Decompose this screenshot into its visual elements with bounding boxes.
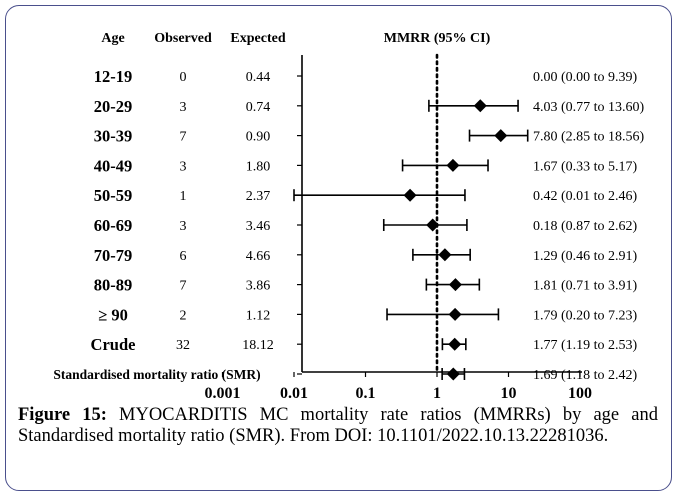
point-estimate-marker xyxy=(473,99,487,113)
row-label: 30-39 xyxy=(94,127,133,146)
header-mmrr: MMRR (95% CI) xyxy=(384,31,491,46)
point-estimate-marker xyxy=(438,248,452,262)
point-estimate-marker xyxy=(448,337,462,351)
row-estimate: 1.29 (0.46 to 2.91) xyxy=(533,249,638,264)
row-expected: 2.37 xyxy=(246,189,271,204)
point-estimate-marker xyxy=(494,129,508,143)
row-expected: 1.12 xyxy=(246,308,271,323)
figure-caption: Figure 15: MYOCARDITIS MC mortality rate… xyxy=(18,405,658,447)
row-observed: 32 xyxy=(176,338,190,353)
row-expected: 4.66 xyxy=(246,249,271,264)
row-estimate: 4.03 (0.77 to 13.60) xyxy=(533,100,645,115)
row-estimate: 0.00 (0.00 to 9.39) xyxy=(533,70,638,85)
row-estimate: 1.79 (0.20 to 7.23) xyxy=(533,308,638,323)
figure-frame xyxy=(5,5,672,491)
x-tick-label: 0.001 xyxy=(205,385,241,400)
point-estimate-marker xyxy=(446,367,460,381)
row-observed: 0 xyxy=(180,70,187,85)
row-observed: 7 xyxy=(180,279,187,294)
row-observed: 2 xyxy=(180,308,187,323)
row-estimate: 0.18 (0.87 to 2.62) xyxy=(533,219,638,234)
row-expected: 18.12 xyxy=(242,338,274,353)
forest-plot: Age Observed Expected MMRR (95% CI) 0.001 0.0… xyxy=(53,31,645,400)
row-expected: 0.74 xyxy=(246,100,271,115)
row-estimate: 7.80 (2.85 to 18.56) xyxy=(533,130,645,145)
point-estimate-marker xyxy=(448,307,462,321)
header-observed: Observed xyxy=(154,31,212,46)
x-tick-label: 0.1 xyxy=(356,385,376,400)
point-estimate-marker xyxy=(448,278,462,292)
row-expected: 0.44 xyxy=(246,70,271,85)
row-observed: 3 xyxy=(180,159,187,174)
x-tick-label: 0.01 xyxy=(280,385,308,400)
row-label: 50-59 xyxy=(94,186,133,205)
row-label: Crude xyxy=(91,335,136,354)
point-estimate-marker xyxy=(446,158,460,172)
row-label: 20-29 xyxy=(94,97,133,116)
row-expected: 3.86 xyxy=(246,279,271,294)
row-estimate: 1.67 (0.33 to 5.17) xyxy=(533,159,638,174)
row-label: 70-79 xyxy=(94,246,133,265)
row-observed: 7 xyxy=(180,130,187,145)
point-estimate-marker xyxy=(426,218,440,232)
row-expected: 1.80 xyxy=(246,159,271,174)
row-estimate: 1.81 (0.71 to 3.91) xyxy=(533,279,638,294)
caption-text: MYOCARDITIS MC mortality rate ratios (MM… xyxy=(18,405,658,446)
row-observed: 1 xyxy=(180,189,187,204)
row-label: 60-69 xyxy=(94,216,133,235)
row-label: ≥ 90 xyxy=(98,305,128,324)
row-estimate: 0.42 (0.01 to 2.46) xyxy=(533,189,638,204)
x-tick-label: 10 xyxy=(501,385,517,400)
row-observed: 3 xyxy=(180,219,187,234)
row-observed: 6 xyxy=(180,249,187,264)
row-label: Standardised mortality ratio (SMR) xyxy=(53,367,260,382)
row-label: 12-19 xyxy=(94,67,133,86)
row-label: 40-49 xyxy=(94,156,133,175)
point-estimate-marker xyxy=(403,188,417,202)
header-expected: Expected xyxy=(230,31,285,46)
x-tick-label: 1 xyxy=(433,385,441,400)
caption-label: Figure 15: xyxy=(18,405,107,425)
row-label: 80-89 xyxy=(94,276,133,295)
row-observed: 3 xyxy=(180,100,187,115)
row-estimate: 1.69 (1.18 to 2.42) xyxy=(533,368,638,383)
x-tick-label: 100 xyxy=(568,385,592,400)
row-expected: 3.46 xyxy=(246,219,271,234)
header-age: Age xyxy=(101,31,124,46)
row-estimate: 1.77 (1.19 to 2.53) xyxy=(533,338,638,353)
row-expected: 0.90 xyxy=(246,130,271,145)
